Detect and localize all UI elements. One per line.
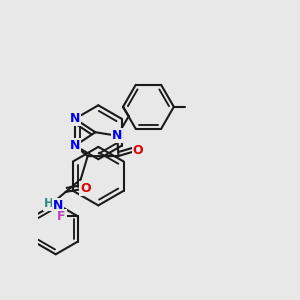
Text: N: N <box>70 139 80 152</box>
Text: N: N <box>112 129 122 142</box>
Text: F: F <box>57 210 66 223</box>
Text: O: O <box>80 182 91 195</box>
Text: N: N <box>70 112 80 125</box>
Text: O: O <box>133 144 143 157</box>
Text: H: H <box>44 197 54 210</box>
Text: N: N <box>53 199 63 212</box>
